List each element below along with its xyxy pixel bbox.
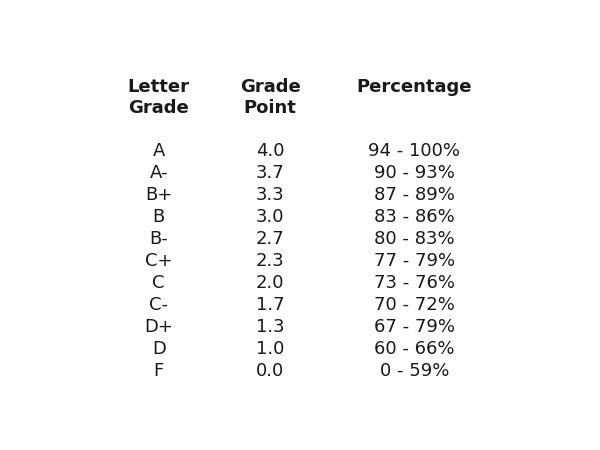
Text: 3.3: 3.3 <box>256 186 284 204</box>
Text: 3.7: 3.7 <box>256 164 284 182</box>
Text: 2.7: 2.7 <box>256 230 284 248</box>
Text: 70 - 72%: 70 - 72% <box>374 297 455 315</box>
Text: C+: C+ <box>145 252 172 270</box>
Text: Percentage: Percentage <box>356 78 472 96</box>
Text: 1.0: 1.0 <box>256 340 284 358</box>
Text: 0 - 59%: 0 - 59% <box>380 362 449 380</box>
Text: 94 - 100%: 94 - 100% <box>368 142 460 160</box>
Text: Grade
Point: Grade Point <box>240 78 301 117</box>
Text: B+: B+ <box>145 186 172 204</box>
Text: Letter
Grade: Letter Grade <box>128 78 190 117</box>
Text: A: A <box>152 142 165 160</box>
Text: 73 - 76%: 73 - 76% <box>374 274 455 292</box>
Text: 2.0: 2.0 <box>256 274 284 292</box>
Text: 1.7: 1.7 <box>256 297 284 315</box>
Text: B-: B- <box>149 230 168 248</box>
Text: 77 - 79%: 77 - 79% <box>374 252 455 270</box>
Text: 90 - 93%: 90 - 93% <box>374 164 455 182</box>
Text: A-: A- <box>149 164 168 182</box>
Text: 87 - 89%: 87 - 89% <box>374 186 455 204</box>
Text: 83 - 86%: 83 - 86% <box>374 208 455 226</box>
Text: C-: C- <box>149 297 168 315</box>
Text: 0.0: 0.0 <box>256 362 284 380</box>
Text: D: D <box>152 340 166 358</box>
Text: 1.3: 1.3 <box>256 319 284 337</box>
Text: 60 - 66%: 60 - 66% <box>374 340 455 358</box>
Text: D+: D+ <box>144 319 173 337</box>
Text: 4.0: 4.0 <box>256 142 284 160</box>
Text: 67 - 79%: 67 - 79% <box>374 319 455 337</box>
Text: 2.3: 2.3 <box>256 252 284 270</box>
Text: B: B <box>152 208 165 226</box>
Text: 3.0: 3.0 <box>256 208 284 226</box>
Text: 80 - 83%: 80 - 83% <box>374 230 455 248</box>
Text: C: C <box>152 274 165 292</box>
Text: F: F <box>154 362 164 380</box>
